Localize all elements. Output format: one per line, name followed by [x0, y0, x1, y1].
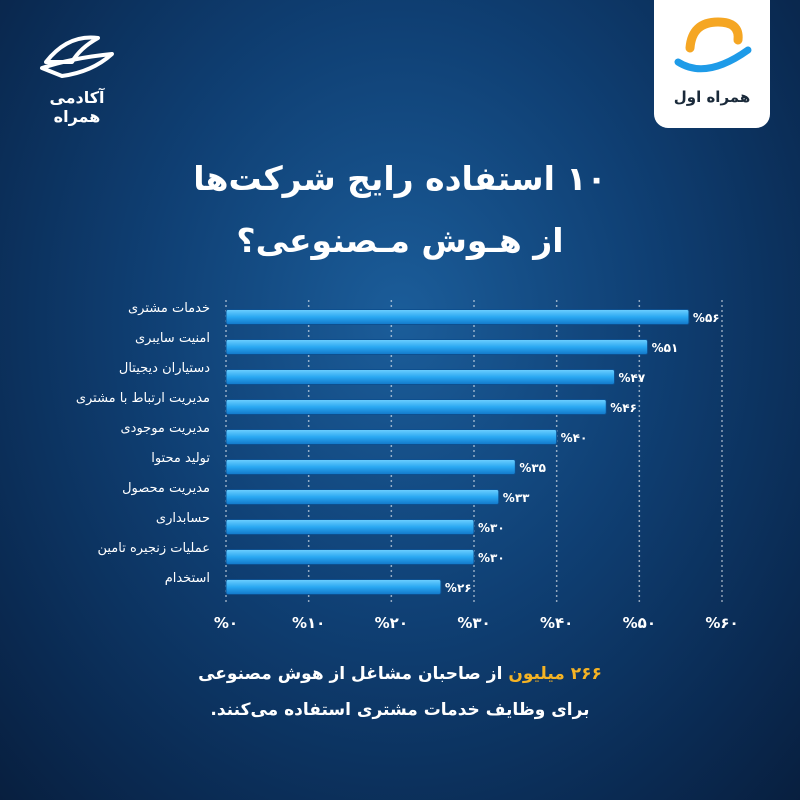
- bar: [225, 429, 558, 445]
- footer-caption: ۲۶۶ میلیون از صاحبان مشاغل از هوش مصنوعی…: [0, 656, 800, 728]
- category-label: استخدام: [165, 571, 210, 586]
- bar: [225, 399, 607, 415]
- footer-highlight: ۲۶۶ میلیون: [508, 664, 602, 684]
- footer-line-2: برای وظایف خدمات مشتری استفاده می‌کنند.: [210, 700, 590, 720]
- brand-wordmark: همراه اول: [673, 88, 751, 106]
- bar-value-label: %۵۱: [652, 341, 679, 355]
- category-label: خدمات مشتری: [128, 301, 210, 316]
- category-label: حسابداری: [156, 511, 210, 526]
- bar: [225, 339, 649, 355]
- category-label: مدیریت ارتباط با مشتری: [76, 391, 210, 406]
- x-tick-label: %۵۰: [623, 614, 656, 632]
- bar-value-label: %۵۶: [693, 311, 720, 325]
- bar: [225, 549, 475, 565]
- bar-value-label: %۳۵: [519, 461, 546, 475]
- bar-value-label: %۳۰: [478, 551, 505, 565]
- academy-logo: آکادمی همراه: [32, 28, 122, 126]
- bar: [225, 579, 442, 595]
- hamrah-aval-logo-icon: [674, 17, 752, 73]
- page-title: ۱۰ استفاده رایج شرکت‌ها از هـوش مـصنوعی؟: [0, 148, 800, 272]
- bar-value-label: %۳۳: [503, 491, 530, 505]
- bar: [225, 459, 516, 475]
- category-label: دستیاران دیجیتال: [119, 361, 210, 376]
- book-logo-icon: [40, 35, 114, 78]
- category-label: مدیریت موجودی: [121, 421, 211, 436]
- bar: [225, 519, 475, 535]
- x-tick-label: %۴۰: [540, 614, 573, 632]
- footer-line-1-text: از صاحبان مشاغل از هوش مصنوعی: [198, 664, 509, 684]
- footer-line-1: ۲۶۶ میلیون از صاحبان مشاغل از هوش مصنوعی: [0, 656, 800, 692]
- bar-value-label: %۴۰: [561, 431, 588, 445]
- category-label: مدیریت محصول: [122, 481, 210, 496]
- academy-wordmark: آکادمی همراه: [49, 88, 105, 126]
- x-tick-label: %۳۰: [457, 614, 490, 632]
- bar: [225, 309, 690, 325]
- bar-value-label: %۴۶: [610, 401, 637, 415]
- bar: [225, 369, 616, 385]
- bar-value-label: %۲۶: [445, 581, 472, 595]
- category-label: تولید محتوا: [151, 451, 210, 466]
- x-tick-label: %۲۰: [375, 614, 408, 632]
- brand-logo-card: همراه اول: [654, 0, 770, 128]
- bar-value-label: %۴۷: [619, 371, 646, 385]
- x-tick-label: %۰: [214, 614, 238, 632]
- title-line-2: از هـوش مـصنوعی؟: [236, 221, 564, 260]
- x-tick-label: %۱۰: [292, 614, 325, 632]
- category-label: عملیات زنجیره تامین: [97, 541, 210, 556]
- bar: [225, 489, 500, 505]
- x-tick-label: %۶۰: [705, 614, 738, 632]
- bar-value-label: %۳۰: [478, 521, 505, 535]
- category-label: امنیت سایبری: [135, 331, 210, 346]
- title-line-1: ۱۰ استفاده رایج شرکت‌ها: [193, 159, 607, 198]
